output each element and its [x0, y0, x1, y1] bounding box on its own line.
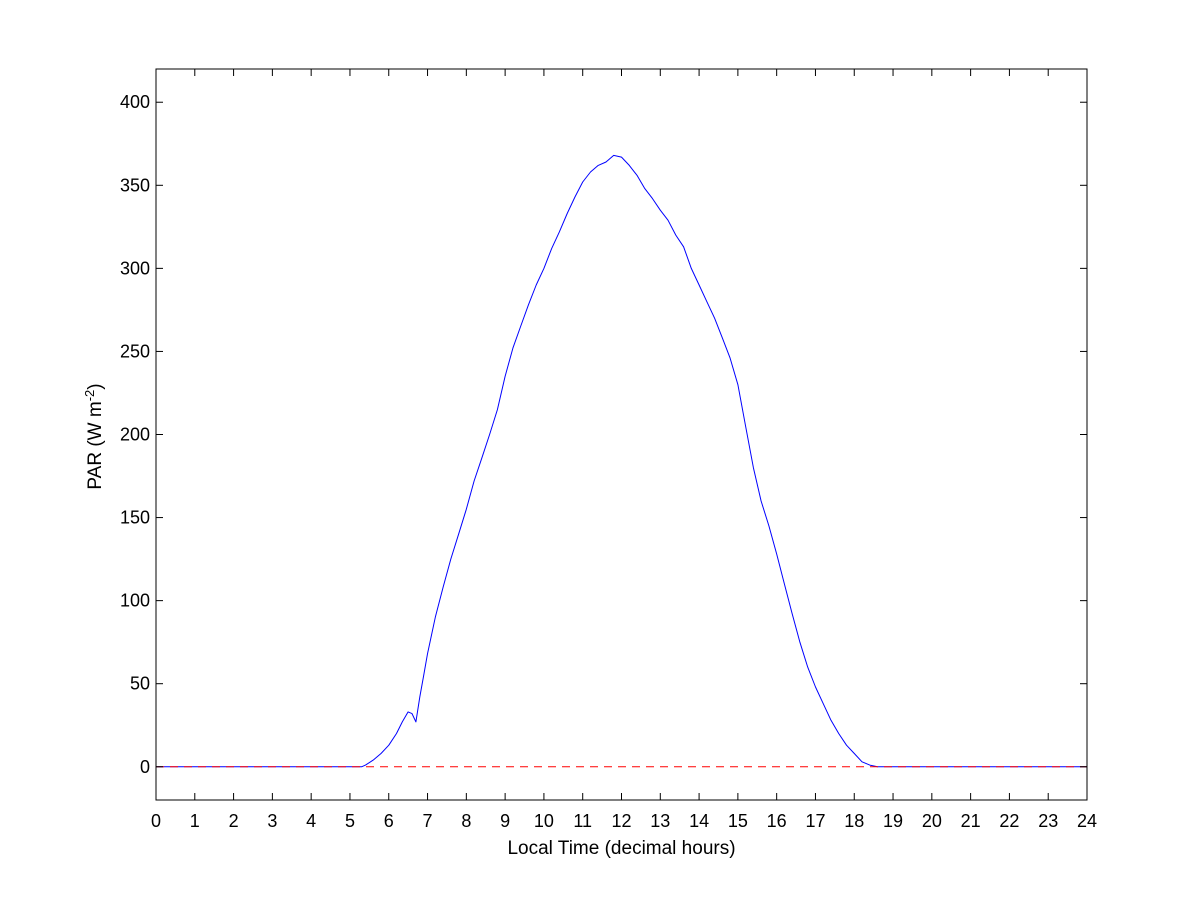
- y-tick-label: 100: [120, 591, 150, 611]
- x-tick-label: 18: [844, 811, 864, 831]
- x-tick-label: 19: [883, 811, 903, 831]
- x-tick-label: 12: [611, 811, 631, 831]
- y-tick-label: 400: [120, 92, 150, 112]
- ticks-layer: 0 1 2 3 4 5 6 7 8 9 10 11 12 13 14 15 16 17 18 19 20 21 22 23 24…: [120, 69, 1097, 831]
- x-tick-label: 4: [306, 811, 316, 831]
- x-tick-label: 23: [1038, 811, 1058, 831]
- x-tick-label: 14: [689, 811, 709, 831]
- plot-frame: [155, 68, 1088, 801]
- y-axis-label: PAR (W m-2): [82, 383, 107, 489]
- x-tick-label: 0: [151, 811, 161, 831]
- x-tick-label: 20: [922, 811, 942, 831]
- x-tick-label: 16: [767, 811, 787, 831]
- x-tick-label: 24: [1077, 811, 1097, 831]
- x-tick-label: 2: [229, 811, 239, 831]
- y-tick-label: 350: [120, 175, 150, 195]
- y-tick-label: 250: [120, 341, 150, 361]
- y-axis-label-text: PAR (W m: [85, 401, 106, 489]
- x-tick-label: 3: [267, 811, 277, 831]
- y-tick-label: 50: [130, 674, 150, 694]
- x-tick-label: 13: [650, 811, 670, 831]
- x-tick-label: 17: [805, 811, 825, 831]
- x-tick-label: 15: [728, 811, 748, 831]
- y-tick-label: 200: [120, 425, 150, 445]
- x-tick-label: 6: [384, 811, 394, 831]
- x-axis-label: Local Time (decimal hours): [507, 838, 735, 859]
- y-axis-label-close: ): [85, 383, 106, 389]
- x-tick-label: 11: [573, 811, 592, 831]
- x-tick-label: 22: [999, 811, 1019, 831]
- y-tick-label: 300: [120, 258, 150, 278]
- y-tick-label: 0: [140, 757, 150, 777]
- series-layer: [156, 154, 1087, 768]
- y-tick-label: 150: [120, 508, 150, 528]
- x-tick-label: 10: [534, 811, 554, 831]
- par-series-line: [156, 154, 1087, 768]
- y-axis-label-exponent: -2: [82, 390, 97, 402]
- x-tick-label: 7: [423, 811, 433, 831]
- x-tick-label: 5: [345, 811, 355, 831]
- x-tick-label: 9: [500, 811, 510, 831]
- x-tick-label: 1: [190, 811, 200, 831]
- x-tick-label: 21: [961, 811, 981, 831]
- x-tick-label: 8: [461, 811, 471, 831]
